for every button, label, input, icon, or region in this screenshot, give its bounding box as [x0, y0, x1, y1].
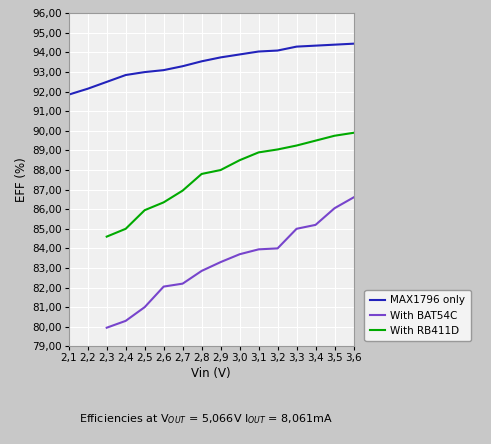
MAX1796 only [313, 43, 319, 48]
Line: With BAT54C: With BAT54C [107, 198, 354, 328]
Y-axis label: EFF (%): EFF (%) [15, 158, 28, 202]
With BAT54C [294, 226, 300, 231]
MAX1796 only [161, 67, 166, 73]
MAX1796 only [331, 42, 337, 48]
Line: MAX1796 only: MAX1796 only [69, 44, 354, 95]
With RB411D [313, 138, 319, 143]
With BAT54C [313, 222, 319, 227]
With BAT54C [218, 259, 223, 265]
With RB411D [351, 130, 356, 135]
With BAT54C [351, 195, 356, 200]
MAX1796 only [104, 79, 109, 84]
MAX1796 only [237, 52, 243, 57]
With RB411D [180, 188, 186, 193]
MAX1796 only [123, 72, 129, 78]
MAX1796 only [218, 55, 223, 60]
With BAT54C [256, 247, 262, 252]
With RB411D [294, 143, 300, 148]
Legend: MAX1796 only, With BAT54C, With RB411D: MAX1796 only, With BAT54C, With RB411D [364, 290, 471, 341]
With BAT54C [199, 268, 205, 274]
With RB411D [331, 133, 337, 139]
With RB411D [123, 226, 129, 231]
With BAT54C [161, 284, 166, 289]
MAX1796 only [66, 92, 72, 97]
Line: With RB411D: With RB411D [107, 133, 354, 237]
With BAT54C [274, 246, 280, 251]
MAX1796 only [180, 63, 186, 69]
With RB411D [142, 207, 148, 213]
MAX1796 only [85, 86, 91, 91]
MAX1796 only [351, 41, 356, 46]
With BAT54C [331, 206, 337, 211]
MAX1796 only [142, 69, 148, 75]
With RB411D [274, 147, 280, 152]
With RB411D [218, 167, 223, 173]
MAX1796 only [256, 49, 262, 54]
MAX1796 only [294, 44, 300, 49]
With BAT54C [180, 281, 186, 286]
With RB411D [104, 234, 109, 239]
With RB411D [256, 150, 262, 155]
MAX1796 only [199, 59, 205, 64]
Text: Efficiencies at V$_{OUT}$ = 5,066V I$_{OUT}$ = 8,061mA: Efficiencies at V$_{OUT}$ = 5,066V I$_{O… [79, 412, 333, 426]
With BAT54C [237, 252, 243, 257]
MAX1796 only [274, 48, 280, 53]
With RB411D [199, 171, 205, 177]
With BAT54C [142, 305, 148, 310]
With RB411D [161, 200, 166, 205]
X-axis label: Vin (V): Vin (V) [191, 368, 231, 381]
With BAT54C [104, 325, 109, 330]
With RB411D [237, 158, 243, 163]
With BAT54C [123, 318, 129, 324]
